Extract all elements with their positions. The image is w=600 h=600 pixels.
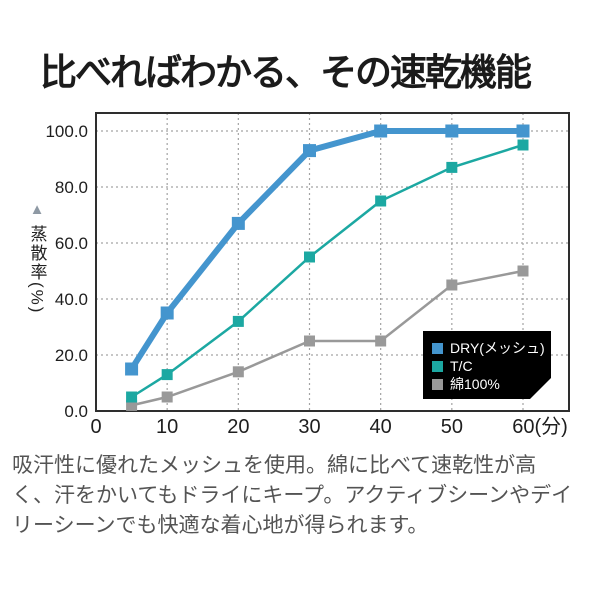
series-0-marker [374, 124, 388, 138]
series-2-marker [446, 279, 458, 291]
x-tick-label: 30 [298, 416, 320, 438]
series-2-marker [304, 335, 315, 347]
y-tick-label: 80.0 [55, 178, 88, 197]
x-tick-label: 60(分) [512, 415, 568, 438]
legend-swatch-icon [432, 361, 443, 372]
triangle-up-icon: ▲ [29, 201, 45, 218]
chart-plot: 0.0 20.0 40.0 60.0 80.0 100.0 0 10 20 30 40 50 60(分) [45, 112, 570, 438]
x-tick-label: 20 [227, 416, 249, 438]
series-1-marker [161, 369, 173, 381]
y-axis-label: ▲ 蒸散率(%) [24, 202, 50, 314]
series-1-marker [126, 391, 138, 403]
series-2-marker [161, 391, 173, 403]
x-tick-label: 40 [370, 416, 392, 438]
x-tick-label: 10 [156, 416, 178, 438]
series-1-marker [304, 251, 315, 263]
y-tick-label: 60.0 [55, 234, 88, 253]
y-tick-label: 40.0 [55, 290, 88, 309]
series-0-marker [516, 124, 530, 138]
evaporation-rate-chart: ▲ 蒸散率(%) 0.0 20.0 40.0 60.0 80.0 100.0 0 10 20 30… [24, 112, 570, 438]
series-0-marker [231, 216, 245, 230]
x-tick-label: 50 [441, 416, 463, 438]
series-2-marker [517, 265, 529, 277]
series-0-marker [125, 362, 139, 376]
legend-item: DRY(メッシュ) [432, 338, 551, 358]
plot-border [95, 112, 570, 412]
series-1-marker [375, 195, 387, 207]
series-0-marker [445, 124, 459, 138]
series-2-marker [375, 335, 387, 347]
legend-label: T/C [450, 358, 473, 374]
y-tick-label: 0.0 [64, 402, 88, 421]
series-0-marker [160, 306, 174, 320]
y-tick-label: 100.0 [45, 122, 88, 141]
y-axis-label-text: 蒸散率(%) [27, 225, 47, 315]
chart-legend: DRY(メッシュ) T/C 綿100% [423, 331, 551, 399]
page-title: 比べればわかる、その速乾機能 [40, 52, 532, 93]
description-text: 吸汗性に優れたメッシュを使用。綿に比べて速乾性が高く、汗をかいてもドライにキープ… [12, 454, 573, 537]
series-2-marker [126, 399, 138, 411]
legend-item: 綿100% [432, 374, 551, 394]
series-2-marker [232, 366, 244, 378]
legend-label: DRY(メッシュ) [450, 340, 545, 356]
legend-item: T/C [432, 358, 551, 374]
x-tick-label: 0 [90, 416, 101, 438]
legend-swatch-icon [432, 343, 443, 354]
series-1-marker [517, 139, 529, 151]
series-1-marker [232, 315, 244, 327]
series-1-marker [446, 161, 458, 173]
legend-label: 綿100% [450, 376, 500, 392]
y-tick-label: 20.0 [55, 346, 88, 365]
legend-swatch-icon [432, 379, 443, 390]
series-0-marker [303, 144, 316, 158]
